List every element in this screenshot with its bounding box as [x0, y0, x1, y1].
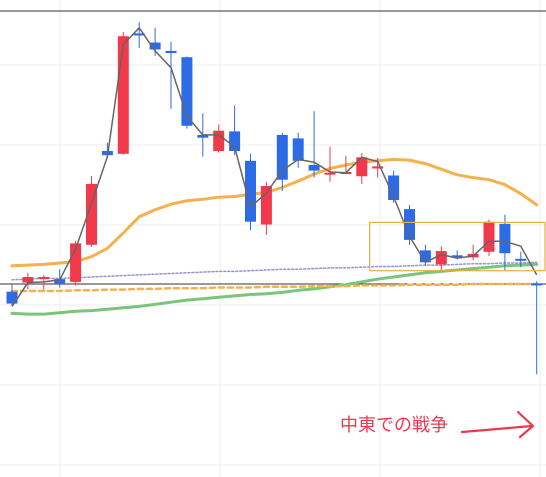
- candle-body: [260, 186, 272, 225]
- moving-average-green: [10, 262, 539, 316]
- overlays: [369, 221, 546, 439]
- candle-body: [531, 283, 543, 286]
- annotation-arrow-head: [516, 410, 535, 439]
- candle-body: [419, 250, 431, 263]
- candle-body: [451, 255, 463, 258]
- range-box: [369, 221, 546, 272]
- candle-body: [404, 209, 415, 240]
- candle-body: [388, 175, 400, 200]
- candle-body: [435, 251, 447, 265]
- candle-body: [229, 131, 241, 151]
- candle-body: [292, 138, 304, 161]
- candle-body: [245, 160, 256, 222]
- close-price-line: [11, 27, 538, 307]
- candle-body: [149, 42, 161, 50]
- candles: [6, 22, 543, 375]
- candle-body: [86, 183, 97, 245]
- candle-body: [165, 50, 177, 53]
- indicator-lines: [0, 10, 546, 316]
- candle-body: [70, 243, 82, 282]
- candle-body: [38, 277, 50, 279]
- candle-body: [483, 221, 495, 252]
- candle-body: [213, 130, 225, 151]
- annotation-arrow-shaft: [460, 424, 534, 434]
- candle-body: [22, 277, 34, 283]
- candle-body: [6, 291, 18, 304]
- candle-body: [133, 33, 145, 36]
- moving-average-orange-dashed: [10, 282, 538, 293]
- candle-body: [117, 36, 129, 154]
- candle-body: [324, 172, 336, 175]
- candle-body: [197, 134, 209, 138]
- moving-average-orange: [10, 157, 539, 268]
- candle-body: [499, 223, 511, 254]
- candle-body: [181, 57, 193, 126]
- candle-body: [515, 258, 527, 261]
- candle-body: [372, 166, 384, 169]
- candle-body: [276, 134, 288, 180]
- candle-body: [54, 279, 66, 284]
- annotation-label: 中東での戦争: [340, 415, 448, 436]
- candle-body: [308, 165, 320, 171]
- moving-average-purple-dotted: [11, 261, 538, 281]
- candle-body: [356, 157, 368, 177]
